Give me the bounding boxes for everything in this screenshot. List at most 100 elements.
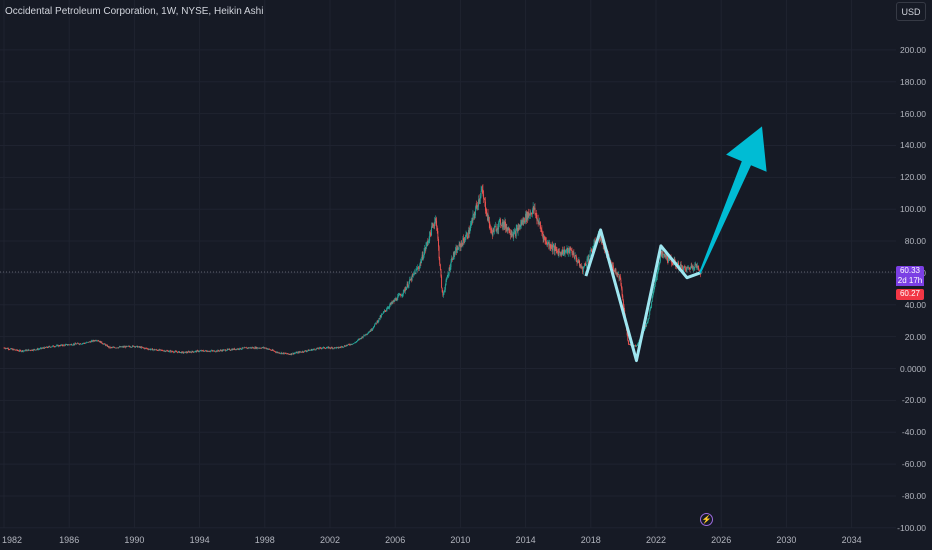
currency-button[interactable]: USD: [896, 2, 926, 21]
candle-body: [333, 347, 335, 349]
candle-body: [270, 349, 272, 351]
candle-body: [135, 345, 137, 347]
candle-body: [317, 347, 318, 349]
candle-body: [213, 350, 215, 352]
candle-body: [423, 252, 425, 257]
candle-body: [96, 340, 98, 342]
candle-body: [146, 348, 148, 350]
candle-body: [618, 274, 620, 279]
y-tick-label: -80.00: [901, 490, 926, 501]
candle-body: [332, 347, 333, 349]
candle-body: [202, 350, 204, 352]
candle-body: [532, 210, 533, 215]
candle-body: [236, 348, 238, 350]
candle-body: [599, 238, 601, 239]
x-tick-label: 1994: [189, 535, 210, 545]
candle-body: [14, 349, 16, 351]
candle-body: [430, 233, 432, 236]
candle-body: [180, 352, 182, 354]
candle-body: [459, 243, 461, 245]
candle-body: [237, 348, 239, 350]
candle-body: [629, 344, 631, 346]
candle-body: [240, 349, 242, 350]
candle-body: [439, 258, 441, 265]
candle-body: [504, 221, 506, 227]
candle-body: [310, 350, 312, 351]
candle-body: [304, 350, 306, 352]
candle-body: [7, 348, 9, 350]
candle-body: [315, 348, 317, 350]
candle-body: [127, 346, 128, 347]
candle-body: [246, 347, 248, 349]
candle-body: [259, 347, 261, 349]
candle-body: [426, 242, 427, 247]
candle-body: [224, 349, 226, 351]
candle-body: [158, 349, 160, 351]
candle-body: [487, 213, 489, 221]
candle-body: [520, 224, 522, 228]
candle-body: [377, 320, 379, 323]
candle-body: [287, 353, 289, 354]
x-tick-label: 1990: [124, 535, 145, 545]
candle-body: [424, 248, 426, 250]
x-tick-label: 2034: [841, 535, 862, 545]
candle-body: [367, 332, 369, 334]
candle-body: [149, 348, 151, 350]
candle-body: [230, 350, 232, 351]
candle-body: [171, 350, 173, 352]
candle-body: [358, 339, 360, 340]
candle-body: [354, 342, 355, 344]
candle-body: [397, 295, 399, 297]
candle-body: [476, 204, 478, 206]
candle-body: [559, 251, 560, 253]
candle-body: [407, 283, 409, 288]
candle-body: [27, 349, 29, 351]
projection-arrow[interactable]: [699, 126, 767, 274]
candle-body: [614, 271, 616, 272]
candle-body: [83, 342, 85, 344]
candle-body: [306, 350, 308, 352]
candle-body: [615, 269, 617, 273]
candle-body: [137, 345, 138, 348]
candle-body: [560, 252, 562, 255]
zigzag-pattern-line[interactable]: [584, 228, 701, 363]
candle-body: [517, 227, 519, 232]
candle-body: [159, 349, 161, 351]
candle-body: [87, 341, 89, 343]
x-tick-label: 2030: [776, 535, 797, 545]
candle-body: [129, 346, 131, 348]
candle-body: [301, 351, 303, 353]
candle-body: [141, 346, 143, 348]
candle-body: [515, 231, 517, 237]
candle-body: [234, 349, 236, 350]
candle-body: [29, 350, 31, 351]
candle-body: [621, 288, 623, 296]
candle-body: [131, 346, 133, 348]
candle-body: [292, 353, 294, 354]
candle-body: [412, 273, 414, 276]
candle-body: [685, 268, 686, 270]
candle-body: [218, 350, 220, 352]
candle-body: [681, 265, 683, 267]
candle-body: [449, 268, 451, 271]
candle-body: [518, 224, 520, 230]
candle-body: [119, 346, 121, 348]
candle-body: [207, 350, 209, 352]
candle-body: [686, 267, 688, 271]
candle-body: [434, 221, 436, 226]
candle-body: [693, 268, 695, 269]
candle-body: [490, 228, 491, 230]
candle-body: [53, 345, 54, 347]
candle-body: [202, 350, 204, 351]
lightning-icon[interactable]: ⚡: [700, 513, 713, 526]
candle-body: [197, 350, 199, 352]
candle-body: [85, 342, 87, 344]
candle-body: [75, 343, 77, 345]
candle-body: [357, 340, 359, 341]
candle-body: [49, 346, 51, 348]
candle-body: [30, 350, 32, 352]
candle-body: [399, 294, 401, 296]
candle-body: [112, 347, 113, 348]
candle-body: [355, 341, 357, 343]
